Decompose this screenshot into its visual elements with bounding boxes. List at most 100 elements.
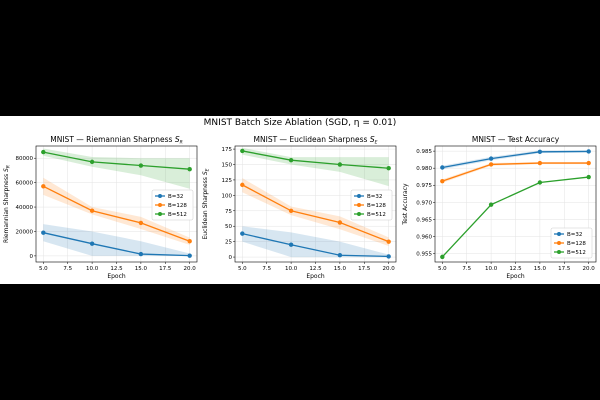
y-axis-label: Test Accuracy [402,183,409,226]
y-tick-label: 0.975 [416,183,432,189]
y-tick-label: 0.955 [416,251,432,257]
y-tick-label: 0.960 [416,234,432,240]
x-tick-label: 10.0 [285,266,298,272]
legend: B=32 B=128 B=512 [350,189,393,221]
data-point-b32 [337,253,343,258]
legend-marker-b128 [357,203,361,207]
series-line-b512 [441,176,589,258]
series-band-b32 [442,150,589,170]
x-tick-label: 17.5 [159,266,172,272]
data-point-b32 [41,230,46,235]
legend-label-b128: B=128 [567,241,586,247]
x-tick-label: 20.0 [184,266,197,272]
data-point-b128 [386,239,391,244]
panel-2: 5.0 7.5 10.0 12.5 15.0 17.5 20.0 0 25 50 75 100 125 1… [202,135,397,280]
data-point-b128 [187,239,192,244]
legend-label-b32: B=32 [567,232,582,238]
x-axis-label: Epoch [107,273,126,280]
y-tick-label: 100 [222,193,233,199]
x-tick-label: 15.0 [534,266,547,272]
data-point-b128 [89,208,95,213]
data-point-b32 [240,231,245,236]
legend-label-b512: B=512 [567,250,586,256]
data-point-b128 [337,220,343,225]
x-tick-label: 5.0 [39,266,48,272]
x-tick-label: 20.0 [583,266,596,272]
x-tick-label: 10.0 [86,266,99,272]
series-line-b512 [43,151,190,170]
data-point-b128 [537,160,543,166]
series-band-b32 [242,226,389,258]
series-line-b32 [442,150,589,169]
x-tick-label: 5.0 [238,266,247,272]
series-line-b32 [242,232,389,258]
panel-title: MNIST — Euclidean Sharpness SE [254,135,378,146]
panel-title: MNIST — Riemannian Sharpness SR [50,135,182,146]
x-tick-label: 12.5 [509,266,522,272]
data-point-b512 [138,163,144,168]
data-point-b32 [187,253,192,258]
x-tick-label: 15.0 [135,266,148,272]
panel-3: 5.0 7.5 10.0 12.5 15.0 17.5 20.0 0.955 0.960 0.96… [402,135,597,280]
y-tick-label: 125 [222,178,233,184]
legend-label-b128: B=128 [367,203,386,209]
x-tick-label: 12.5 [110,266,123,272]
data-point-b32 [488,156,494,161]
data-point-b128 [288,208,294,213]
data-point-b512 [89,159,95,165]
series-line-b128 [442,162,589,182]
y-tick-label: 20000 [16,229,34,235]
y-tick-label: 150 [222,163,233,169]
y-tick-label: 0.970 [416,200,432,206]
x-tick-label: 7.5 [63,266,72,272]
y-tick-label: 40000 [16,205,34,211]
data-point-b128 [586,160,591,166]
legend-box [550,227,593,259]
legend-marker-b128 [557,241,561,245]
legend-marker-b512 [158,212,162,216]
data-point-b512 [337,162,343,167]
legend-box [350,189,393,221]
x-tick-label: 17.5 [558,266,571,272]
legend-marker-b512 [557,250,561,254]
y-tick-label: 0 [30,254,34,260]
x-tick-label: 12.5 [309,266,322,272]
series-band-b32 [43,224,190,256]
data-point-b512 [240,148,245,154]
data-point-b32 [288,242,294,247]
legend: B=32 B=128 B=512 [550,227,593,259]
series-line-b32 [43,232,190,257]
legend-label-b512: B=512 [168,212,187,218]
data-point-b512 [488,202,494,207]
series-band-b128 [442,162,589,183]
x-axis-label: Epoch [306,273,325,280]
legend-marker-b32 [557,232,561,236]
panel-title: MNIST — Test Accuracy [472,135,560,144]
x-tick-label: 5.0 [438,266,447,272]
series-line-b512 [242,150,389,169]
data-point-b32 [537,149,543,154]
panels: 5.0 7.5 10.0 12.5 15.0 17.5 20.0 0 20000 40000 600… [3,135,597,280]
series-band-b512 [43,148,190,189]
data-point-b512 [440,254,445,260]
legend-label-b32: B=32 [367,194,382,200]
series-band-b128 [242,178,389,246]
y-tick-label: 25 [225,240,232,246]
data-point-b512 [537,180,543,185]
data-point-b32 [440,165,445,170]
y-tick-label: 80000 [16,156,34,162]
y-tick-label: 0.965 [416,217,432,223]
y-tick-label: 75 [225,209,232,215]
y-tick-label: 0 [229,255,233,261]
data-point-b512 [288,157,294,163]
y-tick-label: 50 [225,224,232,230]
legend-marker-b32 [158,194,162,198]
data-point-b512 [586,174,591,180]
x-tick-label: 20.0 [383,266,396,272]
data-point-b32 [586,149,591,154]
series-line-b128 [242,184,389,243]
data-point-b128 [440,178,445,184]
legend: B=32 B=128 B=512 [151,189,194,221]
y-tick-label: 0.980 [416,166,432,172]
